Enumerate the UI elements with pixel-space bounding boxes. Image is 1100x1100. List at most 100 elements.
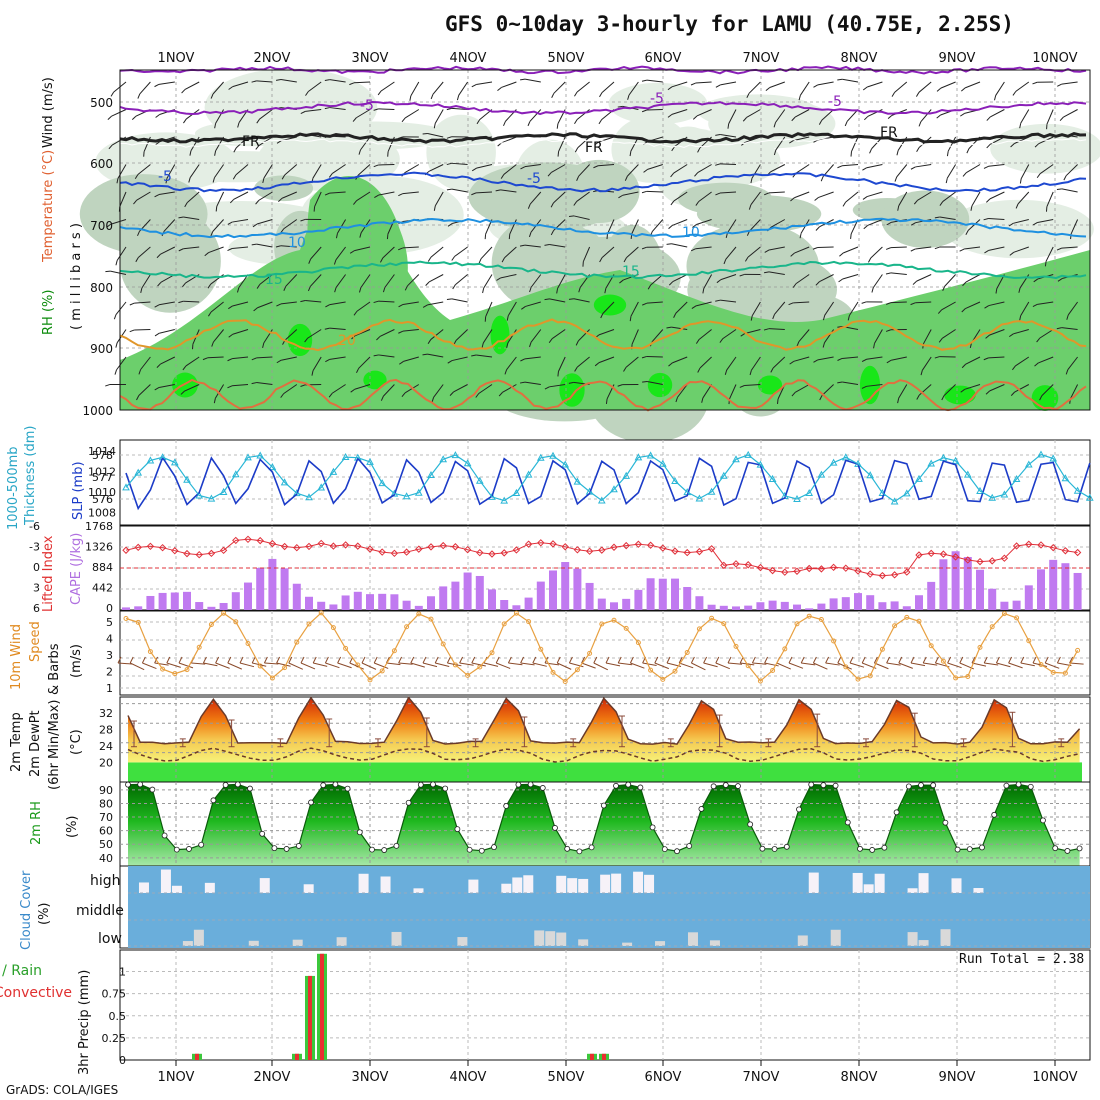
- thickness-marker: [427, 470, 435, 478]
- wind-barb-flag: [527, 121, 531, 127]
- cloud-high-gap: [204, 882, 215, 893]
- wind-barb-flag: [501, 257, 505, 263]
- surface-wind-barb: [581, 662, 596, 669]
- wind-barb-flag: [985, 334, 990, 339]
- precip-units-label: 3hr Precip (mm): [77, 970, 92, 1075]
- wind-barb: [186, 191, 200, 203]
- wind-barb: [990, 109, 1005, 118]
- thickness-marker: [707, 487, 716, 495]
- wind-barb-flag: [934, 356, 940, 359]
- rh2m-tick-label: 90: [99, 784, 113, 797]
- wind-barb-flag: [727, 123, 730, 129]
- lifted-index-marker: [585, 547, 594, 555]
- surface-wind-barb: [471, 662, 486, 667]
- rh2m-marker: [637, 784, 644, 791]
- pressure-tick-label: 1000: [82, 404, 113, 418]
- wind-barb: [698, 329, 712, 340]
- cape-bar: [780, 601, 789, 610]
- wind-barb-flag: [213, 398, 216, 404]
- wind-barb-flag: [135, 257, 139, 263]
- wind-speed-marker: [574, 667, 580, 673]
- wind-speed-marker: [306, 621, 312, 627]
- surface-wind-barb-flag: [617, 656, 622, 664]
- wind-barb: [1067, 301, 1079, 316]
- lifted-index-marker: [634, 540, 643, 548]
- wind-barb: [557, 274, 566, 289]
- lifted-index-marker: [293, 543, 301, 552]
- wind-barb-flag: [666, 326, 672, 329]
- wind-barb: [402, 246, 419, 249]
- wind-barb-flag: [482, 288, 485, 294]
- wind-speed-marker: [269, 675, 275, 681]
- wind-barb: [506, 356, 517, 370]
- wind-barb-flag: [108, 144, 113, 150]
- wind-barb: [866, 356, 883, 360]
- lifted-index-marker: [793, 567, 801, 575]
- wind-barb: [989, 329, 1005, 336]
- wind-barb-flag: [399, 361, 404, 365]
- wind-barb-flag: [451, 256, 456, 261]
- wind-barb: [232, 301, 249, 307]
- wind-barb: [402, 301, 419, 305]
- upper-panel-frame: [119, 69, 1091, 411]
- wind-barb-flag: [373, 164, 379, 168]
- wind-barb: [728, 384, 737, 400]
- wind-barb-flag: [568, 381, 574, 384]
- cape-bar: [305, 596, 313, 610]
- wind-barb-flag: [325, 358, 331, 363]
- wind-barb-flag: [690, 248, 696, 252]
- wind-barb: [525, 301, 541, 307]
- wind-barb: [504, 246, 517, 259]
- wind-barb: [824, 301, 835, 316]
- wind-barb-flag: [376, 336, 381, 341]
- wind-barb-flag: [214, 123, 217, 129]
- wind-barb-flag: [551, 93, 555, 99]
- wind-barb: [353, 81, 371, 84]
- lifted-index-marker: [390, 549, 399, 558]
- wind-barb: [360, 274, 371, 288]
- cloud-high-gap: [852, 872, 863, 893]
- surface-wind-barb-flag: [971, 656, 976, 664]
- rh2m-tick-label: 60: [99, 825, 113, 838]
- wind-barb: [1039, 164, 1054, 175]
- wind-barb: [867, 81, 883, 88]
- lifted-index-marker: [829, 563, 838, 572]
- wind-speed-marker: [977, 644, 983, 650]
- wind-barb: [332, 164, 346, 174]
- cloud-low-gap: [918, 940, 929, 946]
- wind-barb-flag: [837, 358, 843, 361]
- rh-shading-mid: [468, 162, 626, 231]
- surface-wind-barb: [618, 662, 633, 666]
- thickness-marker: [768, 474, 777, 482]
- wind-barb-flag: [229, 198, 235, 204]
- wind-barb: [696, 219, 712, 225]
- wind-barb: [140, 356, 151, 370]
- wind-barb: [1017, 191, 1030, 205]
- wind-barb: [627, 164, 639, 177]
- wind-barb: [577, 136, 590, 149]
- rh2m-marker: [161, 832, 168, 839]
- wind-barb: [989, 384, 1005, 392]
- thickness-marker: [817, 470, 826, 478]
- wind-barb: [625, 356, 639, 368]
- wind-barb: [403, 356, 419, 362]
- wind-barb: [772, 356, 786, 369]
- wind-barb-flag: [115, 260, 118, 266]
- lifted-index-marker: [610, 543, 618, 551]
- wind-barb-flag: [789, 140, 794, 144]
- wind-barb-flag: [498, 392, 503, 397]
- wind-barb-flag: [471, 84, 477, 88]
- cape-label: CAPE (J/kg): [69, 533, 84, 605]
- wind-barb-flag: [886, 221, 892, 226]
- wind-barb: [1013, 246, 1029, 253]
- thickness-marker: [610, 485, 618, 493]
- rh2m-marker: [905, 783, 912, 790]
- cloud-high-gap: [138, 882, 149, 893]
- wind-panel-frame: [119, 610, 1091, 696]
- wind-barb-flag: [913, 199, 918, 205]
- wind-barb-flag: [666, 243, 672, 245]
- wind-barb: [671, 243, 688, 248]
- rh2m-marker: [417, 781, 424, 788]
- rh2m-marker: [308, 799, 314, 806]
- day-label-bottom: 5NOV: [548, 1070, 585, 1085]
